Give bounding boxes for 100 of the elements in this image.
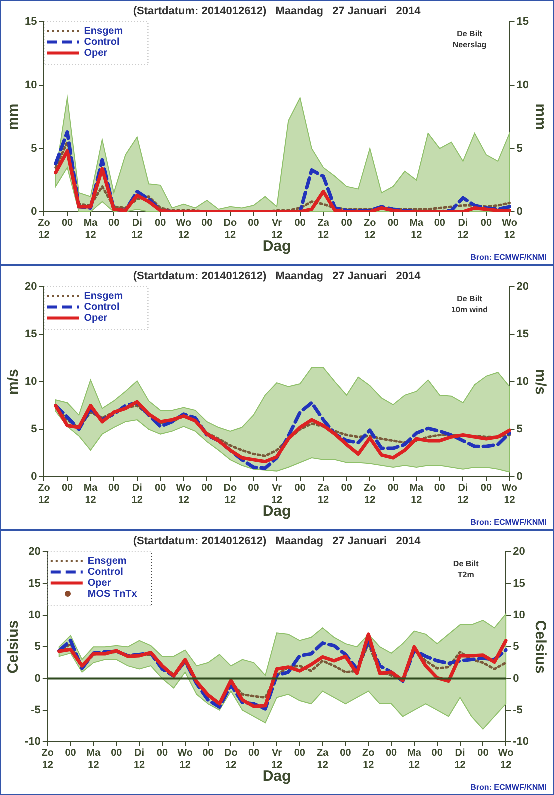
x-tick-label: Di 12 <box>458 482 470 506</box>
x-tick-label: Di 12 <box>132 482 144 506</box>
text: Bron: ECMWF/KNMI <box>470 783 547 792</box>
legend-label: Ensgem <box>88 556 127 567</box>
annotation: De Bilt <box>457 294 483 304</box>
x-axis-title: Dag <box>262 503 292 520</box>
x-tick-label: 00 <box>432 748 444 759</box>
x-tick-label: 00 <box>202 218 214 229</box>
y2-tick-label: 5 <box>513 641 520 654</box>
x-tick-label: Do 12 <box>224 748 238 771</box>
x-axis-title: Dag <box>262 768 292 786</box>
x-tick-label: Di 12 <box>458 218 470 241</box>
x-tick-label: 00 <box>434 218 446 229</box>
x-tick-label: Vr 12 <box>271 748 283 771</box>
x-tick-label: Wo 12 <box>176 218 192 241</box>
y2-tick-label: -10 <box>513 736 530 748</box>
x-tick-label: 00 <box>294 748 306 759</box>
x-tick-label: 00 <box>388 482 400 494</box>
x-tick-label: Wo 12 <box>498 748 514 771</box>
y2-tick-label: 0 <box>516 206 523 218</box>
chart-title: (Startdatum: 2014012612) Maandag 27 Januari 2014 <box>133 536 422 548</box>
y-axis-title: Celsius <box>5 620 22 674</box>
x-tick-label: 00 <box>478 748 490 759</box>
x-tick-label: Ma 12 <box>408 748 422 771</box>
y-tick-label: 20 <box>28 546 41 558</box>
y-tick-label: 15 <box>24 16 38 28</box>
annotation: MOS TnTx <box>88 588 138 600</box>
x-tick-label: 00 <box>155 218 167 229</box>
y-axis-title: m/s <box>5 369 22 396</box>
x-tick-label: Vr 12 <box>271 482 283 506</box>
x-tick-label: Zo 12 <box>38 218 50 241</box>
legend-label: Control <box>84 302 120 313</box>
x-tick-label: Ma 12 <box>84 482 98 506</box>
legend-label: Control <box>88 566 124 578</box>
x-tick-label: 00 <box>62 218 74 229</box>
x-tick-label: 00 <box>62 482 74 494</box>
legend-label: Oper <box>84 312 108 324</box>
y-tick-label: 0 <box>31 206 38 218</box>
annotation: Neerslag <box>452 40 487 50</box>
annotation: T2m <box>458 570 474 580</box>
x-tick-label: 00 <box>202 482 214 494</box>
y2-tick-label: 10 <box>516 376 530 388</box>
x-tick-label: 00 <box>156 748 168 759</box>
y-tick-label: 15 <box>28 578 41 590</box>
y2-axis-title: Celsius <box>532 620 549 674</box>
x-tick-label: Do 12 <box>224 218 238 241</box>
y2-tick-label: 10 <box>516 80 530 92</box>
x-tick-label: Do 12 <box>224 482 238 506</box>
x-tick-label: 00 <box>248 218 260 229</box>
x-tick-label: 00 <box>386 748 398 759</box>
x-tick-label: Di 12 <box>454 748 466 771</box>
x-tick-label: Wo 12 <box>176 482 192 506</box>
x-tick-label: 00 <box>294 482 306 494</box>
x-tick-label: Zo 12 <box>362 748 375 771</box>
legend-label: Oper <box>88 578 112 589</box>
x-tick-label: Zo 12 <box>38 482 50 506</box>
chart-title: (Startdatum: 2014012612) Maandag 27 Januari 2014 <box>133 6 422 18</box>
y-tick-label: 5 <box>31 142 38 155</box>
x-tick-label: 00 <box>111 748 123 759</box>
x-tick-label: 00 <box>340 748 352 759</box>
x-tick-label: 00 <box>108 218 120 229</box>
y-tick-label: 10 <box>28 610 41 622</box>
x-tick-label: 00 <box>65 748 77 759</box>
x-tick-label: 00 <box>434 482 446 494</box>
y-tick-label: -5 <box>31 704 41 716</box>
x-tick-label: Wo 12 <box>502 482 518 506</box>
y2-tick-label: 0 <box>513 672 520 685</box>
y-tick-label: 10 <box>24 376 38 388</box>
x-tick-label: Di 12 <box>134 748 146 771</box>
x-tick-label: 00 <box>108 482 120 494</box>
y2-axis-title: mm <box>532 104 549 130</box>
x-tick-label: 00 <box>341 482 353 494</box>
y2-tick-label: -5 <box>513 704 523 716</box>
x-tick-label: Wo 12 <box>502 218 518 241</box>
annotation: De Bilt <box>457 29 483 38</box>
x-tick-label: 00 <box>155 482 167 494</box>
y-axis-title: mm <box>5 104 22 130</box>
y2-tick-label: 10 <box>513 610 526 622</box>
x-tick-label: Ma 12 <box>84 218 98 241</box>
y2-tick-label: 5 <box>516 424 523 436</box>
x-tick-label: 00 <box>480 482 492 494</box>
annotation: 10m wind <box>452 305 488 314</box>
x-tick-label: 00 <box>480 218 492 229</box>
annotation: De Bilt <box>453 559 480 568</box>
x-tick-label: Zo 12 <box>364 482 376 506</box>
text: Bron: ECMWF/KNMI <box>470 518 547 528</box>
y2-tick-label: 5 <box>516 142 523 155</box>
y-tick-label: 10 <box>24 80 38 92</box>
x-tick-label: Wo 12 <box>178 748 194 771</box>
y2-tick-label: 15 <box>516 16 530 28</box>
y2-tick-label: 15 <box>516 328 530 341</box>
x-tick-label: Za 12 <box>318 218 330 241</box>
x-tick-label: Za 12 <box>316 748 330 771</box>
x-tick-label: 00 <box>388 218 400 229</box>
legend-label: Ensgem <box>84 290 124 302</box>
x-tick-label: 00 <box>341 218 353 229</box>
y-tick-label: 5 <box>31 424 38 436</box>
x-tick-label: Di 12 <box>132 218 144 241</box>
x-tick-label: Ma 12 <box>86 748 102 771</box>
y-tick-label: 5 <box>34 641 41 654</box>
